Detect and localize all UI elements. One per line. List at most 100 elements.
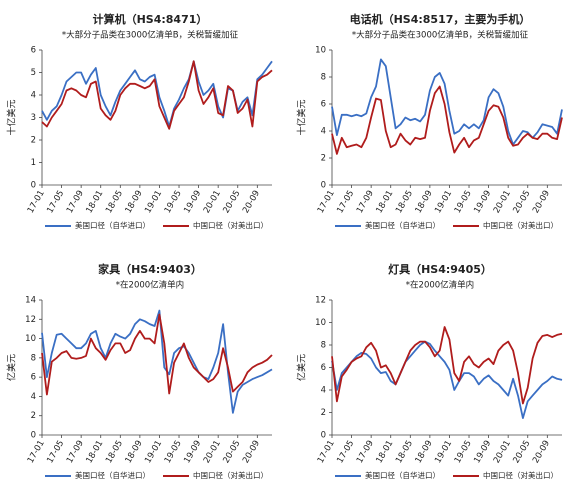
x-tick-label: 19-01 xyxy=(143,439,164,465)
x-tick-label: 18-09 xyxy=(124,189,145,215)
x-tick-label: 20-05 xyxy=(221,189,242,215)
y-tick-label: 4 xyxy=(321,127,326,137)
y-tick-label: 2 xyxy=(321,154,326,164)
series-line xyxy=(41,313,273,396)
y-axis-label: 十亿美元 xyxy=(6,99,18,135)
x-tick-label: 18-01 xyxy=(84,439,105,465)
series-line xyxy=(331,58,563,146)
chart-subtitle: *在2000亿清单内 xyxy=(116,280,184,291)
x-tick-label: 18-05 xyxy=(394,189,415,215)
legend-label: 中国口径（对美出口） xyxy=(193,470,268,480)
y-tick-label: 12 xyxy=(25,315,36,325)
x-tick-label: 19-09 xyxy=(182,189,203,215)
x-tick-label: 20-05 xyxy=(511,439,532,465)
chart-title: 计算机（HS4:8471） xyxy=(93,12,208,26)
x-tick-label: 19-09 xyxy=(472,439,493,465)
y-tick-label: 0 xyxy=(31,431,36,441)
legend-label: 美国口径（自华进口） xyxy=(365,470,440,480)
y-tick-label: 8 xyxy=(321,341,326,351)
x-tick-label: 17-09 xyxy=(65,189,86,215)
y-tick-label: 8 xyxy=(321,73,326,83)
y-tick-label: 2 xyxy=(31,136,36,146)
y-axis-label: 亿美元 xyxy=(6,354,18,381)
x-tick-label: 19-09 xyxy=(182,439,203,465)
legend-label: 中国口径（对美出口） xyxy=(483,220,558,230)
chart-subtitle: *在2000亿清单内 xyxy=(406,280,474,291)
series-line xyxy=(41,60,273,130)
chart-title: 灯具（HS4:9405） xyxy=(388,262,492,276)
x-tick-label: 20-05 xyxy=(221,439,242,465)
x-tick-label: 20-01 xyxy=(202,439,223,465)
x-tick-label: 20-01 xyxy=(492,439,513,465)
x-tick-label: 20-09 xyxy=(531,189,552,215)
y-tick-label: 2 xyxy=(321,408,326,418)
x-tick-label: 17-05 xyxy=(335,439,356,465)
x-tick-label: 17-01 xyxy=(316,439,337,465)
y-tick-label: 4 xyxy=(321,386,326,396)
x-tick-label: 20-05 xyxy=(511,189,532,215)
x-tick-label: 17-01 xyxy=(26,189,47,215)
x-tick-label: 18-05 xyxy=(394,439,415,465)
legend-label: 美国口径（自华进口） xyxy=(75,220,150,230)
x-tick-label: 19-05 xyxy=(453,189,474,215)
series-line xyxy=(331,85,563,155)
legend-label: 中国口径（对美出口） xyxy=(193,220,268,230)
x-tick-label: 20-09 xyxy=(241,189,262,215)
y-tick-label: 10 xyxy=(315,318,326,328)
x-tick-label: 19-05 xyxy=(453,439,474,465)
y-tick-label: 6 xyxy=(31,46,36,56)
x-tick-label: 17-09 xyxy=(355,189,376,215)
y-tick-label: 14 xyxy=(25,296,36,306)
x-tick-label: 18-01 xyxy=(374,439,395,465)
x-tick-label: 19-05 xyxy=(163,189,184,215)
x-tick-label: 17-09 xyxy=(65,439,86,465)
x-tick-label: 17-05 xyxy=(45,189,66,215)
x-tick-label: 18-09 xyxy=(124,439,145,465)
chart-title: 电话机（HS4:8517，主要为手机） xyxy=(350,12,531,26)
y-tick-label: 0 xyxy=(321,181,326,191)
y-tick-label: 5 xyxy=(31,68,36,78)
y-tick-label: 6 xyxy=(31,373,36,383)
y-tick-label: 0 xyxy=(31,181,36,191)
x-tick-label: 18-01 xyxy=(374,189,395,215)
x-tick-label: 20-09 xyxy=(241,439,262,465)
x-tick-label: 19-05 xyxy=(163,439,184,465)
x-tick-label: 18-09 xyxy=(414,189,435,215)
x-tick-label: 20-01 xyxy=(202,189,223,215)
y-tick-label: 10 xyxy=(315,46,326,56)
x-tick-label: 18-09 xyxy=(414,439,435,465)
y-tick-label: 8 xyxy=(31,353,36,363)
x-tick-label: 18-01 xyxy=(84,189,105,215)
series-line xyxy=(41,309,273,414)
y-tick-label: 4 xyxy=(31,392,36,402)
x-tick-label: 17-01 xyxy=(26,439,47,465)
series-line xyxy=(331,326,563,405)
x-tick-label: 19-01 xyxy=(433,439,454,465)
y-axis-label: 亿美元 xyxy=(296,354,308,381)
chart-title: 家具（HS4:9403） xyxy=(98,262,202,276)
x-tick-label: 19-01 xyxy=(433,189,454,215)
chart-subtitle: *大部分子品类在3000亿清单B，关税暂缓加征 xyxy=(62,30,239,41)
series-line xyxy=(331,340,563,419)
y-tick-label: 12 xyxy=(315,296,326,306)
chart-subtitle: *大部分子品类在3000亿清单B，关税暂缓加征 xyxy=(352,30,529,41)
x-tick-label: 20-01 xyxy=(492,189,513,215)
x-tick-label: 18-05 xyxy=(104,189,125,215)
x-tick-label: 17-01 xyxy=(316,189,337,215)
y-tick-label: 6 xyxy=(321,363,326,373)
x-tick-label: 19-09 xyxy=(472,189,493,215)
y-tick-label: 10 xyxy=(25,334,36,344)
y-tick-label: 3 xyxy=(31,113,36,123)
y-tick-label: 4 xyxy=(31,91,36,101)
x-tick-label: 17-05 xyxy=(45,439,66,465)
y-tick-label: 2 xyxy=(31,411,36,421)
x-tick-label: 18-05 xyxy=(104,439,125,465)
x-tick-label: 20-09 xyxy=(531,439,552,465)
y-tick-label: 6 xyxy=(321,100,326,110)
legend-label: 美国口径（自华进口） xyxy=(75,470,150,480)
y-axis-label: 十亿美元 xyxy=(296,99,308,135)
y-tick-label: 0 xyxy=(321,431,326,441)
y-tick-label: 1 xyxy=(31,158,36,168)
x-tick-label: 19-01 xyxy=(143,189,164,215)
